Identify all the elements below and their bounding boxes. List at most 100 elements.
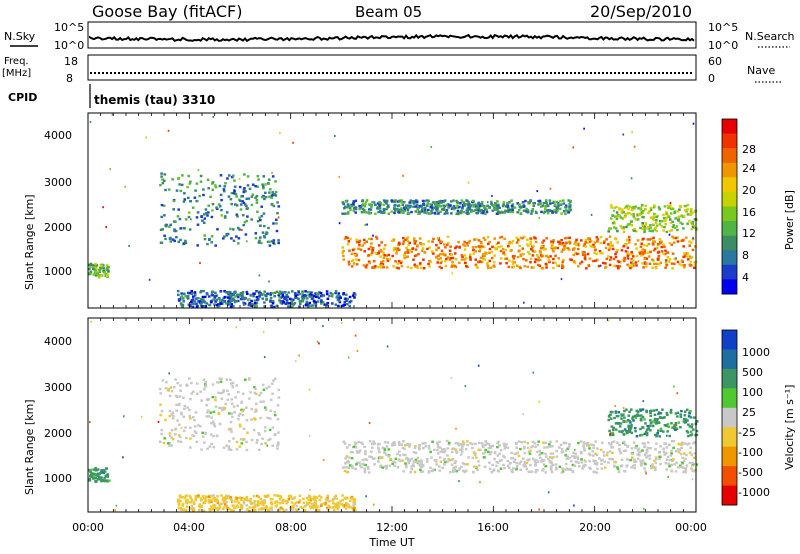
heatmap-cell — [659, 261, 663, 264]
heatmap-cell — [628, 458, 631, 462]
heatmap-cell — [241, 296, 244, 299]
heatmap-cell — [360, 441, 363, 444]
heatmap-cell — [204, 305, 208, 308]
heatmap-cell — [255, 201, 259, 204]
heatmap-cell — [404, 466, 408, 469]
heatmap-cell — [532, 204, 536, 208]
heatmap-cell — [406, 442, 409, 446]
heatmap-cell — [674, 428, 677, 431]
heatmap-cell — [259, 497, 263, 501]
heatmap-cell — [630, 257, 633, 261]
heatmap-cell — [383, 244, 387, 247]
colorbar-swatch — [722, 485, 737, 506]
heatmap-cell — [442, 253, 446, 256]
heatmap-cell — [220, 494, 223, 497]
heatmap-cell — [573, 456, 577, 459]
heatmap-cell — [219, 302, 222, 305]
heatmap-cell — [526, 210, 530, 213]
heatmap-cell — [192, 501, 196, 504]
heatmap-cell — [186, 291, 190, 295]
heatmap-cell — [460, 199, 464, 202]
heatmap-cell — [363, 470, 367, 474]
heatmap-cell — [643, 227, 647, 230]
heatmap-cell — [353, 444, 357, 447]
heatmap-cell — [512, 265, 516, 268]
heatmap-cell — [564, 237, 567, 240]
heatmap-cell — [512, 257, 516, 260]
heatmap-cell — [360, 211, 364, 214]
heatmap-cell — [225, 211, 229, 214]
heatmap-noise-cell — [668, 233, 671, 236]
heatmap-cell — [526, 446, 530, 449]
heatmap-cell — [504, 257, 507, 260]
heatmap-cell — [667, 425, 671, 429]
heatmap-cell — [435, 255, 439, 259]
heatmap-cell — [652, 259, 655, 262]
heatmap-cell — [479, 203, 483, 206]
heatmap-cell — [636, 218, 640, 221]
heatmap-cell — [336, 298, 340, 302]
heatmap-cell — [465, 242, 469, 245]
heatmap-cell — [414, 210, 418, 213]
heatmap-cell — [542, 459, 546, 462]
heatmap-cell — [253, 292, 256, 295]
heatmap-cell — [659, 445, 662, 448]
heatmap-cell — [189, 437, 192, 440]
heatmap-cell — [408, 249, 412, 252]
heatmap-cell — [352, 200, 356, 203]
heatmap-cell — [346, 303, 349, 306]
heatmap-cell — [179, 389, 182, 392]
power-cbar-tick-28: 28 — [742, 143, 756, 156]
heatmap-cell — [437, 238, 441, 242]
heatmap-cell — [161, 178, 164, 181]
heatmap-noise-cell — [691, 478, 694, 481]
heatmap-cell — [239, 498, 243, 502]
heatmap-cell — [655, 422, 658, 425]
heatmap-cell — [565, 206, 568, 209]
heatmap-cell — [277, 205, 281, 208]
heatmap-cell — [195, 199, 198, 203]
heatmap-cell — [683, 410, 687, 413]
heatmap-cell — [100, 266, 104, 269]
heatmap-cell — [513, 261, 516, 264]
heatmap-cell — [438, 253, 442, 256]
heatmap-cell — [665, 230, 669, 234]
heatmap-cell — [639, 208, 643, 211]
colorbar-swatch — [722, 446, 737, 467]
heatmap-cell — [672, 241, 676, 244]
heatmap-cell — [106, 473, 110, 476]
heatmap-cell — [587, 444, 591, 447]
heatmap-cell — [683, 252, 686, 255]
heatmap-cell — [199, 504, 203, 508]
heatmap-cell — [224, 291, 228, 294]
heatmap-cell — [645, 410, 648, 414]
heatmap-cell — [665, 211, 668, 214]
heatmap-cell — [381, 210, 385, 214]
heatmap-cell — [528, 452, 532, 455]
heatmap-cell — [532, 202, 535, 205]
heatmap-cell — [504, 209, 507, 212]
heatmap-cell — [496, 205, 499, 208]
heatmap-cell — [252, 501, 256, 505]
heatmap-cell — [561, 467, 564, 470]
heatmap-cell — [239, 425, 242, 428]
heatmap-cell — [188, 408, 191, 412]
heatmap-cell — [465, 265, 468, 268]
heatmap-cell — [380, 264, 383, 267]
heatmap-cell — [380, 241, 383, 244]
heatmap-cell — [549, 460, 553, 463]
heatmap-noise-cell — [308, 388, 311, 391]
heatmap-cell — [439, 450, 442, 454]
heatmap-cell — [94, 477, 97, 480]
heatmap-cell — [345, 455, 349, 458]
heatmap-cell — [644, 223, 648, 226]
heatmap-cell — [622, 413, 625, 416]
heatmap-cell — [340, 304, 344, 308]
heatmap-cell — [501, 204, 505, 208]
heatmap-cell — [219, 380, 223, 383]
heatmap-cell — [648, 262, 652, 265]
heatmap-cell — [651, 266, 654, 269]
heatmap-cell — [239, 199, 242, 203]
heatmap-cell — [596, 240, 599, 243]
heatmap-cell — [204, 208, 208, 211]
